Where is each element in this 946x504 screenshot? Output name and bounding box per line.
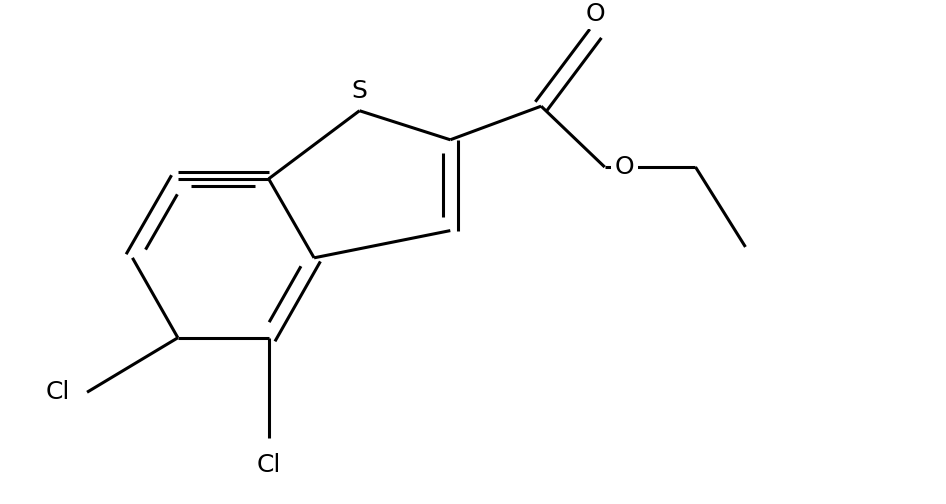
Text: O: O <box>586 2 605 26</box>
Text: O: O <box>615 155 635 179</box>
Text: Cl: Cl <box>256 453 281 477</box>
Text: S: S <box>352 79 367 103</box>
Text: Cl: Cl <box>45 380 70 404</box>
